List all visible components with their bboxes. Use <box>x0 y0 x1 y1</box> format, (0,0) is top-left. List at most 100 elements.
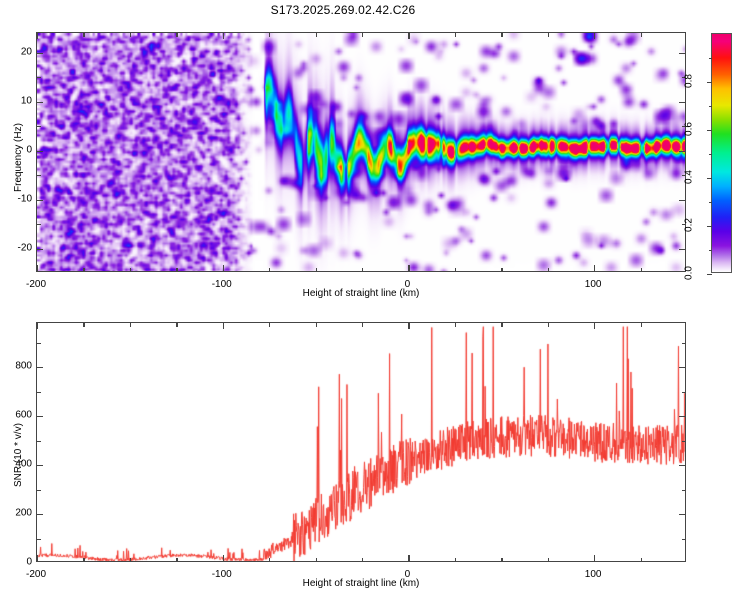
spectrogram-xtick-minor-top <box>129 33 132 37</box>
spectrogram-ytick-major <box>37 199 43 201</box>
spectrogram-xtick-major <box>37 265 39 271</box>
snr-xtick-minor <box>362 557 364 561</box>
colorbar-gradient <box>712 34 731 272</box>
figure-title: S173.2025.269.02.42.C26 <box>270 3 416 17</box>
snr-xtick-minor <box>83 557 85 561</box>
colorbar-tick-minor <box>709 250 712 252</box>
colorbar-tick <box>707 130 712 132</box>
snr-xtick-major <box>222 555 224 561</box>
spectrogram-yticklabel: -20 <box>17 242 32 253</box>
spectrogram-xtick-minor <box>362 267 364 271</box>
colorbar-tick-minor <box>709 106 712 108</box>
spectrogram-xtick-minor <box>176 267 178 271</box>
spectrogram-xtick-major-top <box>222 33 224 39</box>
snr-ytick-major-right <box>679 465 685 467</box>
spectrogram-ytick-minor-right <box>681 77 685 79</box>
snr-ytick-major <box>37 367 43 369</box>
spectrogram-ytick-minor <box>37 77 41 79</box>
snr-xtick-major-top <box>37 323 39 329</box>
colorbar-tick-minor <box>709 202 712 204</box>
snr-xtick-minor-top <box>129 323 132 327</box>
spectrogram-ytick-major-right <box>679 52 685 54</box>
spectrogram-ytick-major <box>37 52 43 54</box>
spectrogram-ytick-major-right <box>679 101 685 103</box>
spectrogram-xtick-major <box>594 265 596 271</box>
spectrogram-xtick-major-top <box>594 33 596 39</box>
spectrogram-panel: -20 -10 0 10 20 -200 -100 0 100 <box>18 32 686 290</box>
colorbar-tick <box>707 82 712 84</box>
spectrogram-ytick-major-right <box>679 248 685 250</box>
spectrogram-ytick-minor <box>37 175 41 177</box>
snr-yticklabel: 200 <box>15 507 32 519</box>
spectrogram-xtick-minor <box>269 267 271 271</box>
snr-xtick-minor-top <box>315 323 317 327</box>
spectrogram-xtick-minor-top <box>454 33 457 37</box>
spectrogram-xticklabel: 0 <box>404 279 411 290</box>
spectrogram-ytick-minor-right <box>681 126 685 128</box>
snr-ytick-major-right <box>679 367 685 369</box>
snr-yticklabel: 400 <box>15 458 32 470</box>
spectrogram-plot-area <box>37 33 685 271</box>
spectrogram-xtick-minor-top <box>501 33 503 37</box>
colorbar-tick-minor <box>709 58 712 60</box>
snr-xtick-minor <box>269 557 271 561</box>
snr-xtick-minor-top <box>362 323 364 327</box>
spectrogram-yticklabel: 0 <box>26 144 32 156</box>
snr-xtick-minor-top <box>269 323 271 327</box>
spectrogram-yticklabel: 20 <box>20 46 32 58</box>
snr-panel: 0 200 400 600 800 -200 -100 0 100 <box>15 322 686 580</box>
snr-ytick-minor-right <box>681 538 685 540</box>
snr-xtick-major <box>37 555 39 561</box>
colorbar-ticklabel: 0.4 <box>683 170 695 184</box>
snr-yticklabel: 800 <box>15 360 32 372</box>
spectrogram-xticklabel: -100 <box>211 279 232 290</box>
snr-xtick-minor-top <box>176 323 178 327</box>
spectrogram-xtick-major-top <box>408 33 410 39</box>
spectrogram-ytick-minor-right <box>681 224 685 226</box>
snr-ytick-major <box>37 416 43 418</box>
spectrogram-ytick-major-right <box>679 199 685 201</box>
snr-ytick-minor <box>37 342 41 344</box>
snr-ytick-minor-right <box>681 342 685 344</box>
spectrogram-yticklabel: 10 <box>20 95 32 107</box>
spectrogram-ytick-major <box>37 150 43 152</box>
spectrogram-xtick-minor-top <box>640 33 642 37</box>
spectrogram-xtick-minor <box>640 267 642 271</box>
colorbar-ticklabel: 0.6 <box>683 122 695 136</box>
snr-xtick-minor-top <box>83 323 85 327</box>
snr-x-axis-title: Height of straight line (km) <box>302 578 420 589</box>
spectrogram-xtick-minor <box>501 267 503 271</box>
spectrogram-x-axis-title: Height of straight line (km) <box>302 288 420 299</box>
snr-xtick-minor <box>315 557 317 561</box>
snr-canvas <box>37 323 685 561</box>
snr-xticklabel: 100 <box>584 569 602 580</box>
colorbar-ticklabel: 0.2 <box>683 218 695 232</box>
spectrogram-frame <box>36 32 686 272</box>
snr-xtick-major-top <box>408 323 410 329</box>
spectrogram-yticklabel: -10 <box>17 193 32 205</box>
spectrogram-ytick-major-right <box>679 150 685 152</box>
snr-xtick-minor <box>454 557 457 561</box>
snr-ytick-minor <box>37 391 41 393</box>
snr-xtick-major-top <box>222 323 224 329</box>
spectrogram-xtick-minor-top <box>176 33 178 37</box>
snr-xtick-minor-top <box>454 323 457 327</box>
snr-xtick-minor-top <box>640 323 642 327</box>
colorbar-tick-minor <box>709 154 712 156</box>
spectrogram-y-axis-title: Frequency (Hz) <box>13 123 24 192</box>
spectrogram-xtick-minor <box>83 267 85 271</box>
spectrogram-xtick-minor-top <box>83 33 85 37</box>
spectrogram-xtick-minor <box>129 267 132 271</box>
spectrogram-ytick-minor-right <box>681 175 685 177</box>
spectrogram-xtick-minor <box>315 267 317 271</box>
snr-ytick-major <box>37 465 43 467</box>
spectrogram-xtick-major <box>408 265 410 271</box>
snr-xtick-minor <box>129 557 132 561</box>
snr-ytick-minor <box>37 489 41 491</box>
spectrogram-xticklabel: -200 <box>25 279 47 290</box>
snr-xtick-minor-top <box>547 323 549 327</box>
snr-xtick-minor-top <box>501 323 503 327</box>
snr-ytick-major-right <box>679 416 685 418</box>
colorbar-tick <box>707 274 712 276</box>
